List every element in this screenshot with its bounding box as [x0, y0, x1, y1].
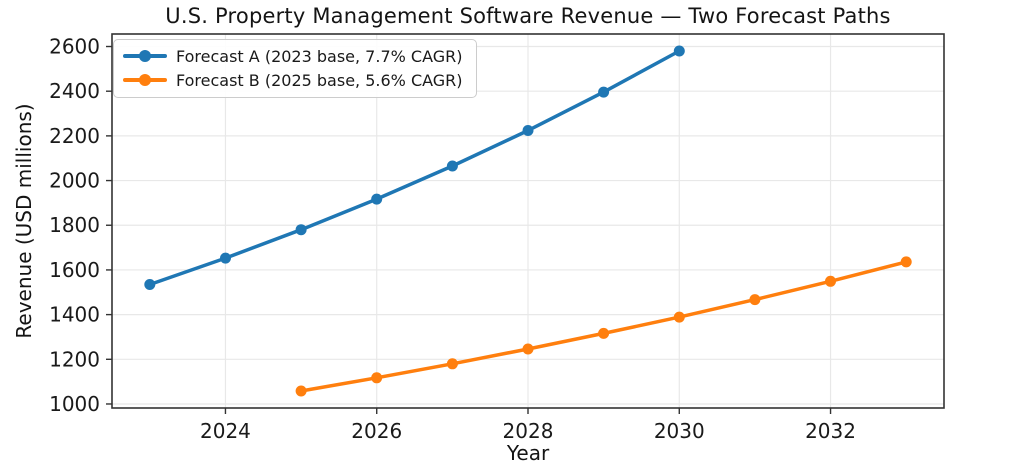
data-point-marker	[825, 275, 836, 287]
data-point-marker	[220, 252, 231, 264]
data-point-marker	[673, 45, 685, 57]
data-point-marker	[371, 372, 383, 384]
data-point-marker	[144, 279, 156, 290]
y-tick-label: 1200	[49, 347, 100, 371]
x-tick-label: 2030	[654, 419, 705, 443]
legend-line-marker-swatch	[123, 74, 167, 87]
data-point-marker	[522, 125, 534, 136]
legend-label-forecast-b: Forecast B (2025 base, 5.6% CAGR)	[176, 70, 463, 90]
axes-frame	[111, 33, 945, 409]
data-point-marker	[446, 358, 458, 370]
y-tick-label: 2200	[49, 124, 100, 148]
x-tick-label: 2024	[200, 419, 251, 443]
y-tick-label: 2400	[49, 79, 100, 103]
y-tick-label: 1400	[49, 303, 100, 327]
x-axis-label: Year	[506, 441, 550, 465]
legend-item-forecast-b: Forecast B (2025 base, 5.6% CAGR)	[123, 69, 463, 91]
x-tick-label: 2028	[503, 419, 554, 443]
y-tick-label: 2000	[49, 169, 100, 193]
data-point-marker	[900, 256, 912, 268]
data-point-marker	[371, 193, 383, 205]
x-tick-label: 2032	[805, 419, 856, 443]
data-point-marker	[295, 224, 307, 236]
x-tick-label: 2026	[351, 419, 402, 443]
y-tick-label: 1000	[49, 392, 100, 416]
data-point-marker	[522, 343, 534, 355]
series-line	[148, 49, 682, 287]
y-tick-label: 1800	[49, 213, 100, 237]
data-point-marker	[446, 160, 458, 172]
series-line	[299, 260, 908, 393]
legend: Forecast A (2023 base, 7.7% CAGR) Foreca…	[113, 39, 477, 98]
legend-item-forecast-a: Forecast A (2023 base, 7.7% CAGR)	[123, 45, 463, 67]
y-tick-label: 1600	[49, 258, 100, 282]
legend-dot-icon	[139, 74, 151, 86]
data-point-marker	[673, 311, 685, 323]
chart-title: U.S. Property Management Software Revenu…	[165, 4, 891, 28]
y-tick-label: 2600	[49, 35, 100, 59]
data-point-marker	[295, 385, 307, 397]
legend-dot-icon	[139, 50, 151, 62]
data-point-marker	[598, 327, 610, 339]
data-point-marker	[598, 86, 610, 98]
legend-label-forecast-a: Forecast A (2023 base, 7.7% CAGR)	[176, 46, 463, 66]
data-point-marker	[749, 294, 761, 306]
legend-line-marker-swatch	[123, 50, 167, 63]
